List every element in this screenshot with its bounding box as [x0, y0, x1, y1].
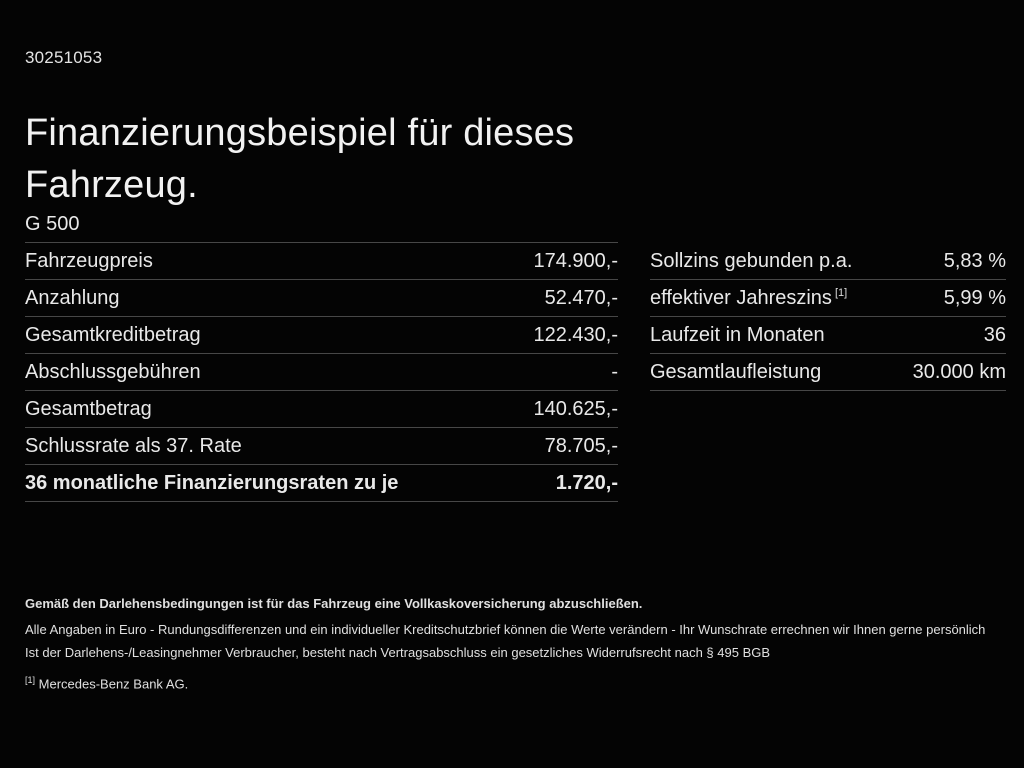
row-value: 30.000 km: [912, 360, 1006, 383]
row-value: 140.625,-: [533, 397, 618, 420]
footnote-reference: [1] Mercedes-Benz Bank AG.: [25, 673, 1003, 691]
fine-print: Gemäß den Darlehensbedingungen ist für d…: [25, 596, 1003, 691]
row-value: 122.430,-: [533, 323, 618, 346]
vehicle-model-label: G 500: [25, 212, 80, 235]
row-label: Gesamtlaufleistung: [650, 360, 822, 383]
row-value: 52.470,-: [544, 286, 618, 309]
document-id: 30251053: [25, 48, 103, 67]
table-row-fahrzeugpreis: Fahrzeugpreis 174.900,-: [25, 243, 618, 280]
table-row-abschlussgebuehren: Abschlussgebühren -: [25, 354, 618, 391]
row-label: Abschlussgebühren: [25, 360, 201, 383]
withdrawal-note: Ist der Darlehens-/Leasingnehmer Verbrau…: [25, 645, 771, 660]
footnote-text: Mercedes-Benz Bank AG.: [38, 676, 189, 692]
table-row-gesamtkreditbetrag: Gesamtkreditbetrag 122.430,-: [25, 317, 618, 354]
row-label: Schlussrate als 37. Rate: [25, 434, 242, 457]
insurance-note: Gemäß den Darlehensbedingungen ist für d…: [25, 596, 643, 611]
row-value: 78.705,-: [544, 434, 618, 457]
table-row-laufzeit: Laufzeit in Monaten 36: [650, 317, 1006, 354]
row-label: Anzahlung: [25, 286, 120, 309]
row-label: Gesamtbetrag: [25, 397, 152, 420]
row-value: 5,99 %: [943, 286, 1006, 309]
financing-table: Fahrzeugpreis 174.900,- Anzahlung 52.470…: [25, 243, 618, 502]
table-row-monatsrate: 36 monatliche Finanzierungsraten zu je 1…: [25, 465, 618, 502]
row-value: 5,83 %: [943, 249, 1006, 272]
row-label: 36 monatliche Finanzierungsraten zu je: [25, 471, 399, 494]
row-label: effektiver Jahreszins [1]: [650, 286, 848, 309]
table-row-sollzins: Sollzins gebunden p.a. 5,83 %: [650, 243, 1006, 280]
vehicle-model-header: G 500: [25, 206, 618, 243]
footnote-marker: [1]: [25, 675, 36, 685]
disclaimer-line: Alle Angaben in Euro - Rundungsdifferenz…: [25, 622, 986, 637]
row-value: 174.900,-: [533, 249, 618, 272]
table-row-gesamtlaufleistung: Gesamtlaufleistung 30.000 km: [650, 354, 1006, 391]
table-row-schlussrate: Schlussrate als 37. Rate 78.705,-: [25, 428, 618, 465]
row-value: -: [611, 360, 618, 383]
table-row-anzahlung: Anzahlung 52.470,-: [25, 280, 618, 317]
conditions-table: Sollzins gebunden p.a. 5,83 % effektiver…: [650, 243, 1006, 391]
table-row-gesamtbetrag: Gesamtbetrag 140.625,-: [25, 391, 618, 428]
table-row-effektiver-jahreszins: effektiver Jahreszins [1] 5,99 %: [650, 280, 1006, 317]
page-title: Finanzierungsbeispiel für dieses Fahrzeu…: [25, 112, 575, 207]
row-value: 1.720,-: [555, 471, 618, 494]
row-label: Sollzins gebunden p.a.: [650, 249, 853, 272]
row-value: 36: [983, 323, 1006, 346]
row-label: Gesamtkreditbetrag: [25, 323, 201, 346]
row-label: Fahrzeugpreis: [25, 249, 153, 272]
footnote-marker: [1]: [834, 286, 848, 299]
row-label: Laufzeit in Monaten: [650, 323, 825, 346]
